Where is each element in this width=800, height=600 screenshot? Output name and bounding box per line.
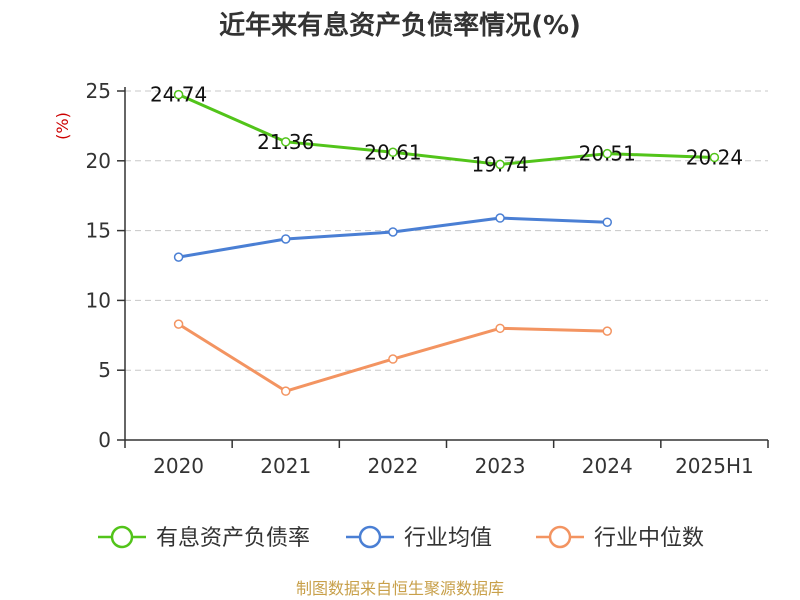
- chart-title: 近年来有息资产负债率情况(%): [219, 10, 581, 41]
- data-label: 24.74: [150, 83, 207, 107]
- data-label: 19.74: [471, 152, 528, 176]
- data-labels: 24.74 21.36 20.61 19.74 20.51 20.24: [150, 83, 743, 177]
- y-tick-label: 0: [98, 428, 111, 452]
- y-axis-unit: (%): [53, 112, 72, 140]
- x-tick-label: 2020: [153, 454, 204, 478]
- series-line-0: [177, 93, 715, 166]
- data-point: [388, 354, 398, 364]
- data-point: [495, 323, 505, 334]
- data-point: [602, 148, 612, 159]
- legend-marker: [548, 525, 572, 549]
- axes: 0 5 10 15 20 25 2020 2021 2022 2023 2024 2025H1: [86, 79, 769, 478]
- data-point: [281, 386, 291, 396]
- y-tick-label: 25: [86, 79, 111, 103]
- legend-label: 行业中位数: [594, 526, 704, 551]
- data-point: [173, 319, 184, 329]
- y-tick-label: 20: [86, 149, 111, 173]
- x-tick-label: 2023: [475, 454, 526, 478]
- series-line-1: [178, 216, 608, 259]
- x-tick-label: 2025H1: [675, 454, 754, 478]
- data-point: [173, 252, 184, 262]
- data-point: [495, 159, 505, 170]
- legend: 有息资产负债率 行业均值 行业中位数: [98, 525, 704, 551]
- data-point: [281, 234, 291, 244]
- x-tick-label: 2024: [582, 454, 633, 478]
- data-point: [709, 152, 720, 163]
- data-label: 21.36: [257, 130, 314, 154]
- grid-lines: [125, 90, 768, 371]
- data-label: 20.61: [364, 140, 421, 164]
- data-point: [281, 137, 291, 147]
- legend-label: 有息资产负债率: [156, 526, 310, 551]
- data-point: [388, 147, 398, 158]
- legend-marker: [110, 525, 134, 549]
- data-point: [388, 227, 398, 237]
- data-point: [602, 217, 612, 227]
- y-tick-label: 15: [86, 219, 111, 243]
- y-tick-label: 5: [98, 358, 111, 382]
- legend-marker: [358, 525, 382, 549]
- data-label: 20.51: [579, 142, 636, 166]
- x-tick-label: 2022: [367, 454, 418, 478]
- data-point: [173, 89, 184, 100]
- legend-label: 行业均值: [404, 526, 492, 551]
- data-point: [602, 326, 612, 336]
- source-note: 制图数据来自恒生聚源数据库: [296, 579, 504, 598]
- x-tick-label: 2021: [260, 454, 311, 478]
- data-label: 20.24: [686, 145, 743, 169]
- y-tick-label: 10: [86, 288, 111, 312]
- data-point: [495, 213, 505, 223]
- series-group: [173, 89, 720, 396]
